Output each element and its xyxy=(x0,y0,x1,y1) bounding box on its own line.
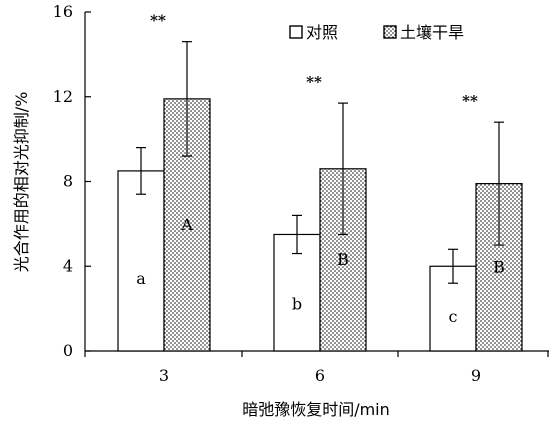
significance-marker: ** xyxy=(150,12,166,30)
legend: 对照 土壤干旱 xyxy=(289,23,464,42)
bar-letter-label: A xyxy=(180,215,193,234)
y-tick-label: 4 xyxy=(63,256,73,275)
bar-letter-label: b xyxy=(292,294,302,313)
significance-marker: ** xyxy=(306,73,322,91)
y-tick-label: 8 xyxy=(63,172,73,191)
x-axis-title: 暗弛豫恢复时间/min xyxy=(242,400,390,419)
bars: a A ** b B ** c B ** xyxy=(117,12,523,352)
bar-letter-label: B xyxy=(337,250,349,269)
x-tick-label: 9 xyxy=(471,366,481,385)
legend-label-drought: 土壤干旱 xyxy=(400,23,464,42)
legend-label-control: 对照 xyxy=(306,23,338,42)
bar-letter-label: B xyxy=(493,257,505,276)
y-axis: 0 4 8 12 16 xyxy=(53,2,91,360)
y-axis-title: 光合作用的相对光抑制/% xyxy=(12,92,31,273)
x-axis: 3 6 9 xyxy=(84,350,549,385)
y-tick-label: 16 xyxy=(53,2,73,21)
significance-marker: ** xyxy=(462,92,478,110)
bar-control xyxy=(117,170,165,352)
y-tick-label: 0 xyxy=(63,341,73,360)
y-tick-label: 12 xyxy=(53,87,73,106)
x-tick-label: 6 xyxy=(315,366,325,385)
bar-letter-label: c xyxy=(449,307,458,326)
x-tick-label: 3 xyxy=(159,366,169,385)
bar-letter-label: a xyxy=(136,269,146,288)
legend-swatch-drought xyxy=(383,25,397,39)
legend-swatch-control xyxy=(289,25,303,39)
